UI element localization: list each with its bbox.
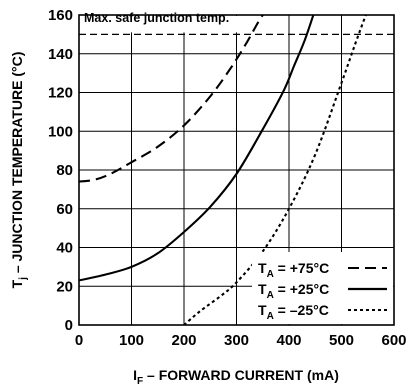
legend-label-25c-main: T xyxy=(258,281,267,297)
max-safe-temp-line-group xyxy=(79,16,394,36)
max-safe-temp-annotation: Max. safe junction temp. xyxy=(84,11,229,25)
x-tick-label-5: 500 xyxy=(329,332,354,349)
series-line-1 xyxy=(79,15,315,282)
legend-label-minus25c-main: T xyxy=(258,302,267,318)
x-tick-label-2: 200 xyxy=(171,332,196,349)
annotation-background xyxy=(80,16,256,33)
x-tick-labels: 0 100 200 300 400 500 600 xyxy=(75,332,407,349)
x-tick-label-4: 400 xyxy=(276,332,301,349)
grid-lines xyxy=(79,15,394,325)
series-line-0 xyxy=(79,15,265,183)
y-tick-label-6: 120 xyxy=(48,85,73,102)
svg-text:TA = –25°C: TA = –25°C xyxy=(258,302,329,322)
legend-label-25c-sub: A xyxy=(267,290,274,301)
y-tick-label-5: 100 xyxy=(48,123,73,140)
x-axis-title-sub: F xyxy=(137,376,143,387)
x-tick-label-6: 600 xyxy=(381,332,406,349)
legend-label-75c-rest: = +75°C xyxy=(274,260,329,276)
legend-label-minus25c-sub: A xyxy=(267,311,274,322)
y-axis-title-sub: j xyxy=(18,277,29,281)
y-axis-title-main: T xyxy=(9,279,25,288)
x-tick-label-0: 0 xyxy=(75,332,83,349)
x-axis-title-main: I xyxy=(133,367,137,383)
x-axis-title: IF – FORWARD CURRENT (mA) xyxy=(133,367,339,387)
legend-item-75c: TA = +75°C xyxy=(258,260,387,280)
legend-item-25c: TA = +25°C xyxy=(258,281,387,301)
svg-text:TA = +75°C: TA = +75°C xyxy=(258,260,329,280)
legend-label-minus25c-rest: = –25°C xyxy=(274,302,329,318)
y-tick-labels: 0 20 40 60 80 100 120 140 160 xyxy=(48,7,73,334)
legend-item-minus25c: TA = –25°C xyxy=(258,302,387,322)
y-tick-label-3: 60 xyxy=(56,201,73,218)
svg-text:TA = +25°C: TA = +25°C xyxy=(258,281,329,301)
plot-frame xyxy=(78,14,395,326)
y-axis-title: Tj – JUNCTION TEMPERATURE (°C) xyxy=(9,52,29,289)
legend-label-25c-rest: = +25°C xyxy=(274,281,329,297)
y-tick-label-0: 0 xyxy=(65,317,73,334)
y-tick-label-1: 20 xyxy=(56,278,73,295)
y-tick-label-8: 160 xyxy=(48,7,73,24)
y-axis-title-rest: – JUNCTION TEMPERATURE (°C) xyxy=(9,52,25,277)
series-line-2 xyxy=(183,15,367,325)
legend-label-75c-main: T xyxy=(258,260,267,276)
y-tick-label-4: 80 xyxy=(56,162,73,179)
x-axis-title-rest: – FORWARD CURRENT (mA) xyxy=(143,367,339,383)
x-tick-label-3: 300 xyxy=(224,332,249,349)
x-tick-label-1: 100 xyxy=(119,332,144,349)
y-tick-label-7: 140 xyxy=(48,46,73,63)
y-tick-label-2: 40 xyxy=(56,240,73,257)
legend-label-75c-sub: A xyxy=(267,269,274,280)
series-group xyxy=(79,15,367,325)
legend: TA = +75°C TA = +25°C TA = –25°C xyxy=(258,260,387,322)
